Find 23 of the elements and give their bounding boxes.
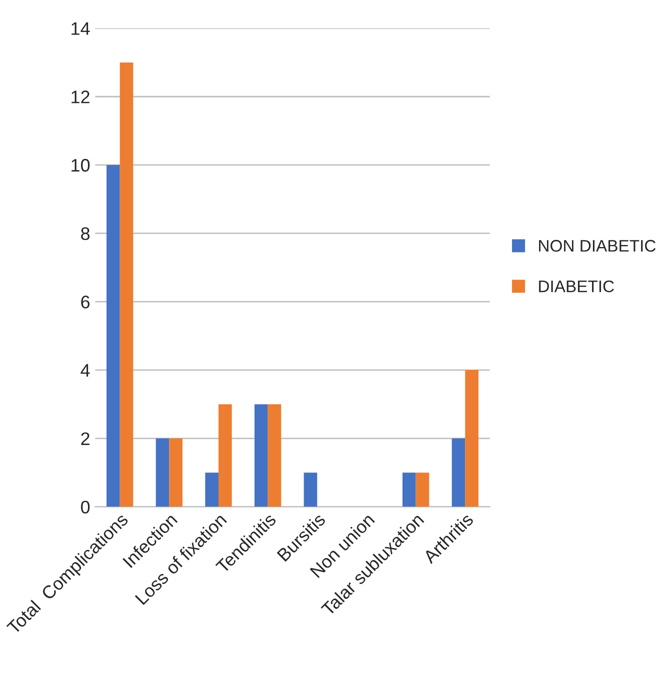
- bar: [169, 438, 182, 507]
- y-tick-label: 0: [80, 500, 90, 514]
- bar: [416, 472, 430, 507]
- y-tick-label: 14: [72, 22, 90, 35]
- bar: [156, 438, 170, 507]
- bar: [254, 404, 268, 507]
- legend-label: DIABETIC: [539, 280, 614, 292]
- bar: [452, 438, 466, 507]
- bar: [205, 472, 218, 507]
- bar: [465, 370, 478, 507]
- bar: [268, 404, 282, 507]
- y-tick-label: 4: [80, 364, 90, 377]
- legend-label: NON DIABETIC: [539, 240, 656, 252]
- y-tick-label: 10: [72, 158, 90, 172]
- y-tick-label: 6: [81, 296, 90, 308]
- bar: [106, 164, 120, 507]
- y-tick-label: 2: [81, 432, 90, 445]
- bar: [218, 404, 232, 507]
- bar: [304, 472, 318, 507]
- y-tick-label: 12: [72, 90, 90, 104]
- bar: [402, 472, 416, 507]
- bar: [120, 62, 134, 507]
- y-tick-label: 8: [81, 227, 90, 240]
